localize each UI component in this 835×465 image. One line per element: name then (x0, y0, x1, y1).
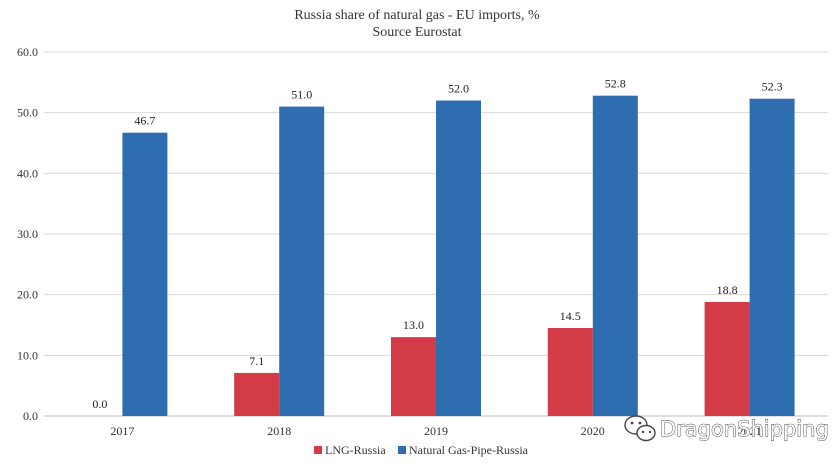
data-label-lng-russia-2020: 14.5 (560, 309, 581, 323)
legend: LNG-Russia Natural Gas-Pipe-Russia (314, 443, 529, 457)
y-tick-label: 30.0 (17, 227, 38, 241)
y-axis-ticks: 0.0 10.0 20.0 30.0 40.0 50.0 60.0 (17, 45, 38, 423)
wechat-icon (624, 415, 656, 442)
x-tick-label: 2021 (738, 424, 762, 438)
bars (122, 95, 795, 417)
x-tick-label: 2018 (267, 424, 291, 438)
legend-label-lng-russia: LNG-Russia (325, 443, 386, 457)
data-label-natural-gas-pipe-russia-2017: 46.7 (134, 114, 155, 128)
y-tick-label: 20.0 (17, 288, 38, 302)
bar-lng-russia-2021 (704, 301, 750, 416)
legend-swatch-pipe-russia (398, 446, 406, 454)
bar-natural-gas-pipe-russia-2019 (436, 100, 481, 417)
legend-label-pipe-russia: Natural Gas-Pipe-Russia (409, 443, 529, 457)
y-tick-label: 0.0 (23, 409, 38, 423)
bar-natural-gas-pipe-russia-2018 (279, 106, 325, 416)
x-tick-label: 2019 (424, 424, 448, 438)
data-label-lng-russia-2018: 7.1 (249, 354, 264, 368)
y-tick-label: 60.0 (17, 45, 38, 59)
watermark-text: DragonShipping (660, 417, 829, 441)
bar-natural-gas-pipe-russia-2020 (592, 95, 638, 417)
bar-natural-gas-pipe-russia-2021 (749, 98, 795, 417)
bar-natural-gas-pipe-russia-2017 (122, 132, 168, 417)
bar-lng-russia-2019 (391, 337, 436, 416)
data-label-natural-gas-pipe-russia-2019: 52.0 (448, 82, 469, 96)
chart-title: Russia share of natural gas - EU imports… (294, 8, 540, 23)
data-label-natural-gas-pipe-russia-2021: 52.3 (762, 80, 783, 94)
legend-swatch-lng-russia (314, 446, 322, 454)
x-tick-label: 2017 (110, 424, 134, 438)
x-tick-label: 2020 (581, 424, 605, 438)
bar-lng-russia-2018 (234, 372, 280, 416)
y-tick-label: 10.0 (17, 348, 38, 362)
watermark: DragonShipping (624, 415, 829, 442)
data-label-natural-gas-pipe-russia-2020: 52.8 (605, 77, 626, 91)
y-tick-label: 40.0 (17, 166, 38, 180)
x-axis-ticks: 2017 2018 2019 2020 2021 (110, 424, 761, 438)
data-labels: 0.0 46.7 7.1 51.0 13.0 52.0 14.5 52.8 18.8 52.3 (92, 77, 782, 411)
data-label-lng-russia-2021: 18.8 (717, 283, 738, 297)
data-label-natural-gas-pipe-russia-2018: 51.0 (291, 88, 312, 102)
chart-subtitle: Source Eurostat (372, 25, 461, 40)
bar-lng-russia-2020 (547, 328, 593, 416)
data-label-lng-russia-2019: 13.0 (403, 318, 424, 332)
data-label-lng-russia-2017: 0.0 (92, 397, 107, 411)
y-tick-label: 50.0 (17, 106, 38, 120)
